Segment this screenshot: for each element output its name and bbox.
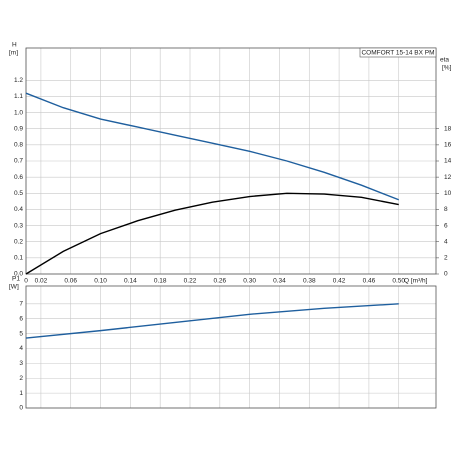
y-tick-label: 0.4	[14, 206, 23, 213]
y2-tick-label: 0	[444, 271, 448, 278]
y-tick-label: 0.2	[14, 238, 23, 245]
x-axis-label: Q [m³/h]	[404, 278, 428, 285]
y2-axis-unit: [%]	[442, 65, 452, 72]
x-tick-label: 0.42	[333, 278, 346, 285]
y-tick-label: 1	[19, 390, 23, 397]
x-tick-label: 0.46	[363, 278, 376, 285]
x-tick-label: 0.06	[64, 278, 77, 285]
x-tick-label: 0.34	[273, 278, 286, 285]
y-tick-label: 1.0	[14, 109, 23, 116]
y-axis-label: H	[12, 42, 17, 49]
plot-frame	[25, 285, 437, 409]
x-tick-label: 0.22	[184, 278, 197, 285]
y2-tick-label: 10	[444, 190, 452, 197]
y-tick-label: 0.1	[14, 255, 23, 262]
x-tick-label: 0.10	[94, 278, 107, 285]
x-tick-label: 0.38	[303, 278, 316, 285]
y2-tick-label: 8	[444, 206, 448, 213]
y-tick-label: 1.2	[14, 77, 23, 84]
x-tick-label: 0.18	[154, 278, 167, 285]
x-tick-label: 0	[24, 278, 28, 285]
y-tick-label: 0.9	[14, 125, 23, 132]
y-tick-label: 0.6	[14, 174, 23, 181]
plot-frame	[25, 47, 437, 275]
y-tick-label: 1.1	[14, 93, 23, 100]
y-tick-label: 7	[19, 301, 23, 308]
y2-tick-label: 2	[444, 255, 448, 262]
x-tick-label: 0.26	[213, 278, 226, 285]
y-tick-label: 0.8	[14, 142, 23, 149]
curve	[25, 192, 399, 275]
y2-tick-label: 14	[444, 158, 452, 165]
curve	[25, 92, 399, 201]
y-tick-label: 0.0	[14, 271, 23, 278]
y-tick-label: 3	[19, 360, 23, 367]
legend-box	[359, 47, 437, 58]
x-tick-label: 0.30	[243, 278, 256, 285]
y-axis-unit: [m]	[9, 50, 18, 57]
y-tick-label: 0.3	[14, 222, 23, 229]
y2-tick-label: 4	[444, 238, 448, 245]
x-tick-label: 0.02	[35, 278, 48, 285]
x-tick-label: 0.14	[124, 278, 137, 285]
x-tick-label: 0.50	[392, 278, 405, 285]
y-tick-label: 4	[19, 345, 23, 352]
y-tick-label: 0.7	[14, 158, 23, 165]
y-tick-label: 2	[19, 375, 23, 382]
y-tick-label: 5	[19, 330, 23, 337]
y-tick-label: 6	[19, 315, 23, 322]
y-axis-label: P1	[12, 276, 20, 283]
y2-tick-label: 12	[444, 174, 452, 181]
y-tick-label: 0	[19, 405, 23, 412]
y2-tick-label: 18	[444, 125, 452, 132]
y-axis-unit: [W]	[9, 284, 19, 291]
y2-axis-label: eta	[440, 57, 449, 64]
legend-label: COMFORT 15-14 BX PM	[361, 50, 434, 57]
y2-tick-label: 16	[444, 142, 452, 149]
y2-tick-label: 6	[444, 222, 448, 229]
y-tick-label: 0.5	[14, 190, 23, 197]
curve	[25, 303, 399, 339]
